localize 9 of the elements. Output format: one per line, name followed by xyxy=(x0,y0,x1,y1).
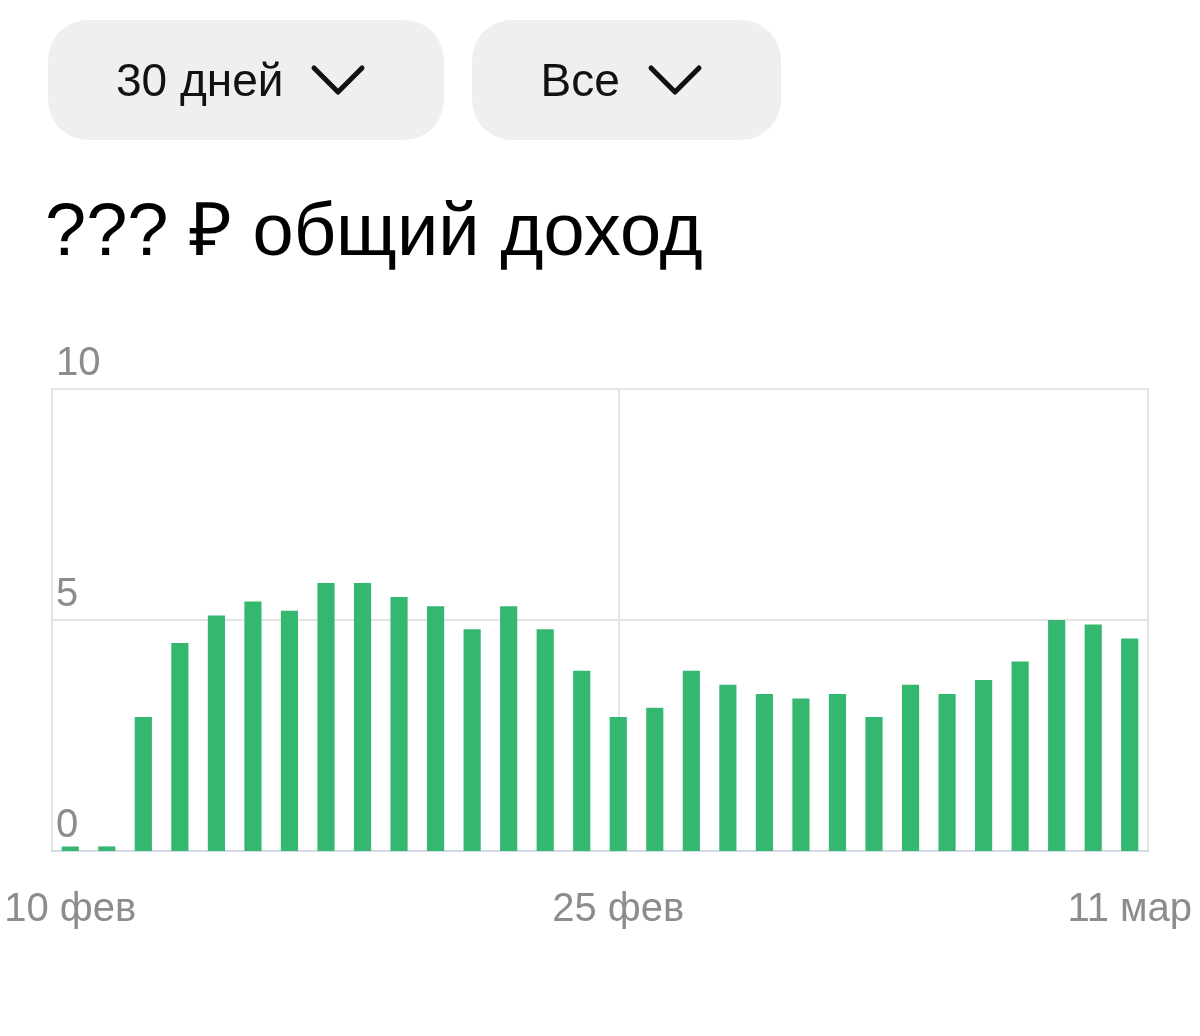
x-tick-label: 11 мар xyxy=(1067,885,1193,929)
x-tick-label: 10 фев xyxy=(4,885,137,929)
y-tick-label: 5 xyxy=(56,570,79,614)
y-tick-label: 10 xyxy=(56,339,101,383)
y-tick-label: 0 xyxy=(56,801,79,845)
dropdown: 30 дней xyxy=(48,20,445,140)
chart-title: ??? ₽ общий доход xyxy=(45,187,703,273)
dropdown: Все xyxy=(472,20,781,140)
x-tick-label: 25 фев xyxy=(552,885,685,929)
